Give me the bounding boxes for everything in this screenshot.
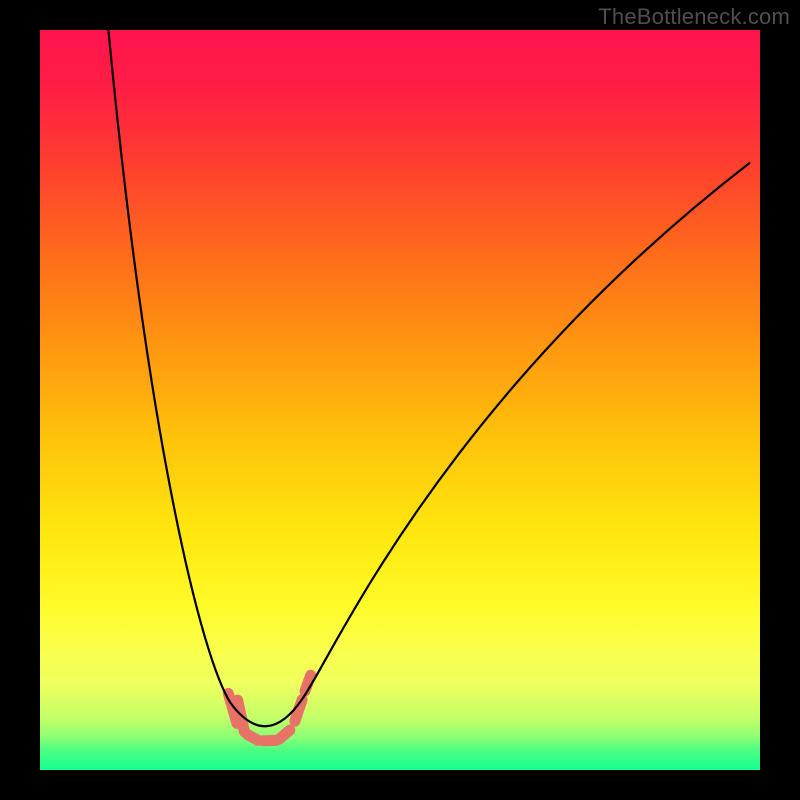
bottleneck-chart	[0, 0, 800, 800]
gradient-background	[40, 30, 760, 770]
watermark-text: TheBottleneck.com	[598, 4, 790, 30]
